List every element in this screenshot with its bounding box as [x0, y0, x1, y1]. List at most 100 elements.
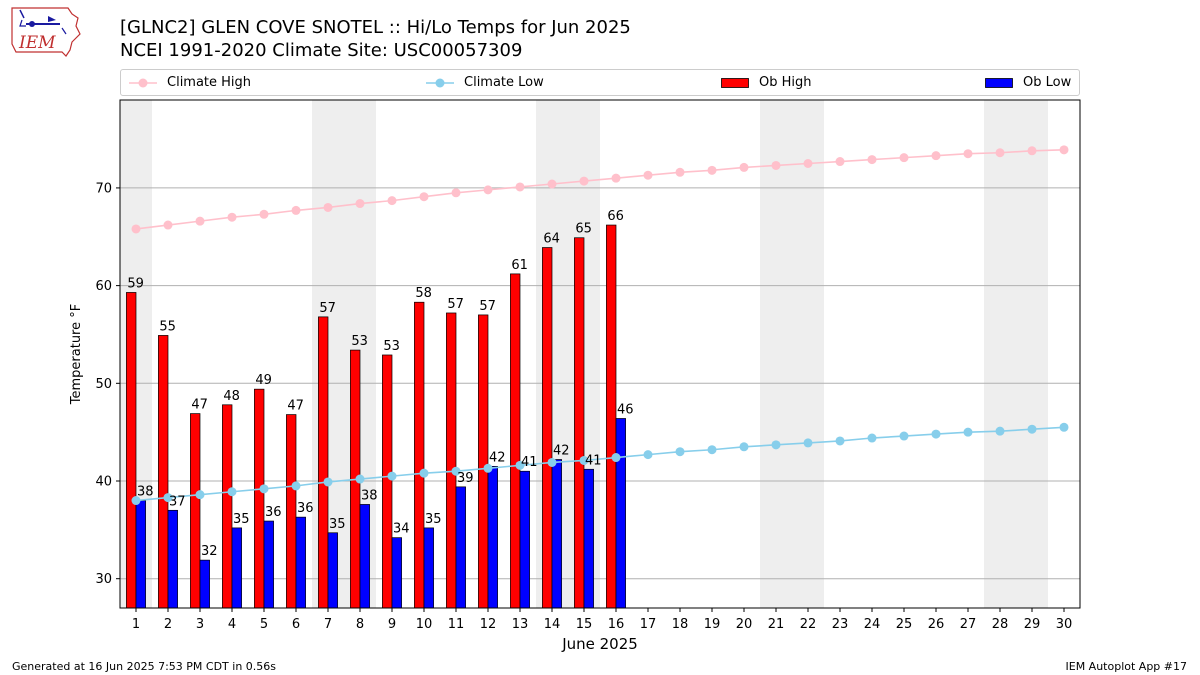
ob-low-label: 39	[457, 471, 474, 486]
footer-app: IEM Autoplot App #17	[1065, 660, 1188, 673]
x-tick-label: 19	[704, 617, 721, 632]
bar-data-labels: 59 55 47 48 49 47 57 53 53 58 57 57 61 64 65 66 38 37 32 35…	[127, 209, 633, 559]
climate-high-point	[995, 148, 1005, 158]
ob-low-label: 42	[553, 444, 570, 459]
climate-low-line	[135, 426, 1065, 502]
ob-high-label: 49	[255, 373, 272, 388]
ob-low-bar	[263, 520, 274, 609]
x-tick-label: 24	[864, 617, 881, 632]
ob-low-label: 38	[137, 485, 154, 500]
x-axis-label: June 2025	[561, 635, 638, 653]
climate-high-point	[675, 167, 685, 177]
ob-low-label: 46	[617, 402, 634, 417]
ob-low-bar	[615, 418, 626, 609]
ob-high-bar	[414, 301, 425, 609]
chart-legend: Climate High Climate Low Ob High Ob Low	[120, 69, 1080, 96]
legend-climate-low-marker	[426, 78, 454, 87]
climate-high-point	[419, 192, 429, 202]
climate-high-line	[135, 149, 1065, 230]
ob-low-bar	[167, 509, 178, 609]
y-tick-label: 30	[95, 572, 112, 587]
ob-low-label: 35	[329, 517, 346, 532]
climate-high-point	[259, 209, 269, 219]
x-tick-label: 11	[448, 617, 465, 632]
x-tick-label: 12	[480, 617, 497, 632]
climate-high-point	[579, 176, 589, 186]
ob-high-bar	[190, 413, 201, 609]
ob-high-bar	[318, 316, 329, 609]
ob-high-label: 57	[479, 299, 496, 314]
ob-low-label: 41	[521, 455, 538, 470]
ob-high-bar	[158, 335, 169, 609]
ob-high-label: 57	[319, 301, 336, 316]
climate-high-point	[771, 160, 781, 170]
ob-high-label: 61	[511, 258, 528, 273]
climate-high-point	[131, 224, 141, 234]
x-tick-label: 18	[672, 617, 689, 632]
ob-low-bar	[583, 468, 594, 609]
ob-high-bar	[254, 388, 265, 609]
climate-high-point	[931, 151, 941, 161]
climate-low-point	[707, 445, 717, 455]
ob-high-label: 64	[543, 232, 560, 247]
ob-low-bar	[519, 470, 530, 609]
climate-high-point	[739, 162, 749, 172]
legend-ob-high-label: Ob High	[759, 75, 812, 90]
climate-low-point	[451, 466, 461, 476]
ob-low-bar	[487, 465, 498, 609]
climate-low-point	[387, 471, 397, 481]
ob-low-bar	[391, 537, 402, 609]
ob-low-label: 35	[425, 512, 442, 527]
x-tick-label: 14	[544, 617, 561, 632]
weekend-band	[792, 100, 824, 608]
climate-low-point	[515, 460, 525, 470]
climate-high-point	[355, 199, 365, 209]
climate-low-point	[995, 426, 1005, 436]
y-tick-label: 60	[95, 279, 112, 294]
ob-low-label: 36	[265, 505, 282, 520]
climate-high-point	[803, 159, 813, 168]
x-tick-label: 2	[164, 617, 172, 632]
climate-high-point	[163, 220, 173, 230]
climate-low-point	[899, 431, 909, 441]
climate-low-point	[675, 447, 685, 457]
x-tick-label: 21	[768, 617, 785, 632]
climate-low-point	[1059, 422, 1069, 432]
ob-high-bar	[510, 273, 521, 609]
ob-high-label: 47	[191, 398, 208, 413]
legend-climate-high-label: Climate High	[167, 75, 252, 90]
climate-low-point	[483, 463, 493, 473]
legend-ob-low-label: Ob Low	[1023, 75, 1072, 90]
x-tick-label: 1	[132, 617, 140, 632]
ob-low-bar	[455, 486, 466, 609]
climate-low-point	[771, 440, 781, 450]
ob-low-label: 38	[361, 488, 378, 503]
climate-high-point	[387, 196, 397, 206]
legend-climate-low: Climate Low	[426, 70, 544, 95]
ob-low-label: 35	[233, 512, 250, 527]
climate-high-point	[835, 157, 845, 167]
climate-low-point	[579, 455, 589, 465]
ob-high-bar	[222, 404, 233, 609]
x-tick-label: 20	[736, 617, 753, 632]
ob-high-bar	[542, 247, 553, 609]
climate-high-point	[643, 170, 653, 180]
y-tick-label: 50	[95, 377, 112, 392]
x-tick-label: 26	[928, 617, 945, 632]
climate-low-point	[291, 481, 301, 491]
climate-high-point	[515, 182, 525, 192]
climate-low-point	[611, 453, 621, 463]
x-tick-label: 3	[196, 617, 204, 632]
ob-low-bar	[295, 516, 306, 609]
ob-low-label: 37	[169, 494, 186, 509]
climate-high-point	[227, 212, 237, 222]
ob-high-bar	[478, 314, 489, 609]
x-tick-label: 28	[992, 617, 1009, 632]
x-tick-label: 27	[960, 617, 977, 632]
ob-high-label: 53	[351, 334, 368, 349]
bars	[126, 224, 626, 609]
legend-ob-low-swatch	[985, 77, 1013, 88]
ob-low-label: 32	[201, 544, 218, 559]
x-tick-label: 17	[640, 617, 657, 632]
